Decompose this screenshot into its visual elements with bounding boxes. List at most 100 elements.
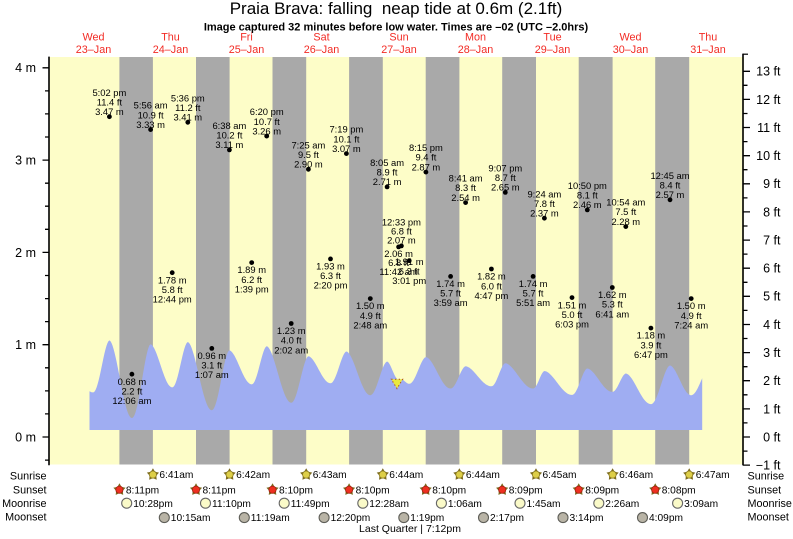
svg-text:1.74 m: 1.74 m	[436, 278, 465, 289]
svg-text:Moonrise: Moonrise	[2, 498, 46, 510]
svg-text:Moonrise: Moonrise	[748, 498, 792, 510]
svg-text:5:36 pm: 5:36 pm	[171, 92, 205, 103]
svg-text:9:24 am: 9:24 am	[527, 188, 561, 199]
svg-text:2.57 m: 2.57 m	[656, 189, 685, 200]
svg-text:6.8 ft: 6.8 ft	[388, 257, 409, 268]
svg-text:28–Jan: 28–Jan	[458, 44, 493, 56]
svg-text:1.50 m: 1.50 m	[677, 300, 706, 311]
svg-text:11.4 ft: 11.4 ft	[97, 96, 123, 107]
svg-text:Fri: Fri	[240, 32, 253, 44]
svg-text:5:56 am: 5:56 am	[134, 100, 168, 111]
svg-text:11:19am: 11:19am	[251, 513, 290, 524]
svg-text:12:45 am: 12:45 am	[650, 170, 689, 181]
svg-text:8.9 ft: 8.9 ft	[377, 167, 398, 178]
svg-text:8:11pm: 8:11pm	[203, 485, 236, 496]
svg-text:Thu: Thu	[161, 32, 180, 44]
svg-text:8:15 pm: 8:15 pm	[409, 142, 443, 153]
svg-text:0 m: 0 m	[15, 430, 36, 444]
svg-text:2.87 m: 2.87 m	[412, 161, 441, 172]
svg-text:13 ft: 13 ft	[756, 65, 781, 79]
svg-text:7.5 ft: 7.5 ft	[615, 206, 636, 217]
svg-text:1.89 m: 1.89 m	[237, 264, 266, 275]
svg-text:10:50 pm: 10:50 pm	[568, 180, 607, 191]
svg-text:Moonset: Moonset	[748, 512, 789, 524]
svg-text:6.2 ft: 6.2 ft	[241, 274, 262, 285]
svg-text:7:19 pm: 7:19 pm	[329, 124, 363, 135]
svg-text:1.91 m: 1.91 m	[395, 256, 424, 267]
svg-text:29–Jan: 29–Jan	[535, 44, 570, 56]
svg-text:1.93 m: 1.93 m	[316, 261, 345, 272]
svg-text:6:41am: 6:41am	[159, 470, 193, 481]
svg-text:8.3 ft: 8.3 ft	[455, 182, 476, 193]
svg-text:1.51 m: 1.51 m	[558, 299, 587, 310]
svg-text:2.2 ft: 2.2 ft	[121, 386, 142, 397]
svg-text:4 ft: 4 ft	[763, 318, 781, 332]
svg-text:5:51 am: 5:51 am	[516, 297, 550, 308]
svg-text:1.74 m: 1.74 m	[519, 278, 548, 289]
svg-text:−1 ft: −1 ft	[756, 459, 781, 473]
svg-text:Image captured 32 minutes befo: Image captured 32 minutes before low wat…	[204, 22, 589, 34]
svg-text:8:09pm: 8:09pm	[509, 485, 543, 496]
svg-text:1.23 m: 1.23 m	[277, 325, 306, 336]
svg-text:8:08pm: 8:08pm	[662, 485, 696, 496]
svg-text:12:20pm: 12:20pm	[331, 513, 371, 524]
svg-text:1:06am: 1:06am	[448, 499, 482, 510]
svg-text:Wed: Wed	[619, 32, 641, 44]
svg-text:9.4 ft: 9.4 ft	[415, 152, 436, 163]
svg-text:Sunset: Sunset	[748, 485, 782, 497]
svg-text:3 ft: 3 ft	[763, 346, 781, 360]
svg-text:2 m: 2 m	[15, 246, 36, 260]
svg-text:Sun: Sun	[389, 32, 408, 44]
svg-text:5.3 ft: 5.3 ft	[602, 299, 623, 310]
svg-text:6:43am: 6:43am	[313, 470, 347, 481]
svg-text:1 m: 1 m	[15, 338, 36, 352]
svg-text:6.3 ft: 6.3 ft	[399, 265, 420, 276]
svg-text:2:26am: 2:26am	[605, 499, 639, 510]
svg-text:10.9 ft: 10.9 ft	[138, 109, 164, 120]
svg-text:10.2 ft: 10.2 ft	[216, 130, 242, 141]
svg-text:5.8 ft: 5.8 ft	[162, 284, 183, 295]
svg-text:8.7 ft: 8.7 ft	[495, 172, 516, 183]
svg-text:1.18 m: 1.18 m	[637, 330, 666, 341]
svg-text:4.0 ft: 4.0 ft	[281, 335, 302, 346]
svg-text:3.07 m: 3.07 m	[332, 143, 361, 154]
svg-text:1.78 m: 1.78 m	[158, 274, 187, 285]
svg-text:11:10pm: 11:10pm	[212, 499, 251, 510]
svg-text:31–Jan: 31–Jan	[690, 44, 725, 56]
svg-text:8:11pm: 8:11pm	[126, 485, 159, 496]
svg-text:1.82 m: 1.82 m	[477, 271, 506, 282]
svg-text:4.9 ft: 4.9 ft	[681, 310, 702, 321]
svg-text:8.4 ft: 8.4 ft	[660, 179, 681, 190]
svg-text:Wed: Wed	[82, 32, 104, 44]
svg-text:6:45am: 6:45am	[543, 470, 577, 481]
svg-text:11:49pm: 11:49pm	[291, 499, 330, 510]
svg-text:3.41 m: 3.41 m	[173, 112, 202, 123]
svg-text:6:47 pm: 6:47 pm	[634, 349, 668, 360]
svg-text:8:41 am: 8:41 am	[449, 173, 483, 184]
svg-text:3.1 ft: 3.1 ft	[201, 360, 222, 371]
svg-text:24–Jan: 24–Jan	[153, 44, 188, 56]
svg-text:Last Quarter | 7:12pm: Last Quarter | 7:12pm	[359, 523, 461, 535]
svg-text:2.54 m: 2.54 m	[451, 192, 480, 203]
svg-text:2:02 am: 2:02 am	[274, 344, 308, 355]
svg-text:2.71 m: 2.71 m	[373, 176, 402, 187]
svg-text:7:24 am: 7:24 am	[674, 319, 708, 330]
svg-text:2.28 m: 2.28 m	[611, 216, 640, 227]
svg-text:2.90 m: 2.90 m	[294, 159, 323, 170]
svg-text:6.3 ft: 6.3 ft	[320, 270, 341, 281]
svg-text:7:25 am: 7:25 am	[291, 139, 325, 150]
svg-text:3:59 am: 3:59 am	[434, 297, 468, 308]
svg-text:3.33 m: 3.33 m	[136, 119, 165, 130]
svg-text:1.50 m: 1.50 m	[356, 300, 385, 311]
svg-text:6:20 pm: 6:20 pm	[250, 106, 284, 117]
svg-text:8:10pm: 8:10pm	[432, 485, 466, 496]
svg-text:11:42 am: 11:42 am	[379, 266, 418, 277]
svg-text:26–Jan: 26–Jan	[304, 44, 339, 56]
svg-text:6.0 ft: 6.0 ft	[481, 280, 502, 291]
svg-text:1:45am: 1:45am	[527, 499, 561, 510]
svg-text:6:44am: 6:44am	[466, 470, 500, 481]
svg-text:5 ft: 5 ft	[763, 290, 781, 304]
svg-text:Sunrise: Sunrise	[10, 470, 47, 482]
svg-text:7 ft: 7 ft	[763, 234, 781, 248]
svg-text:2.37 m: 2.37 m	[530, 208, 559, 219]
